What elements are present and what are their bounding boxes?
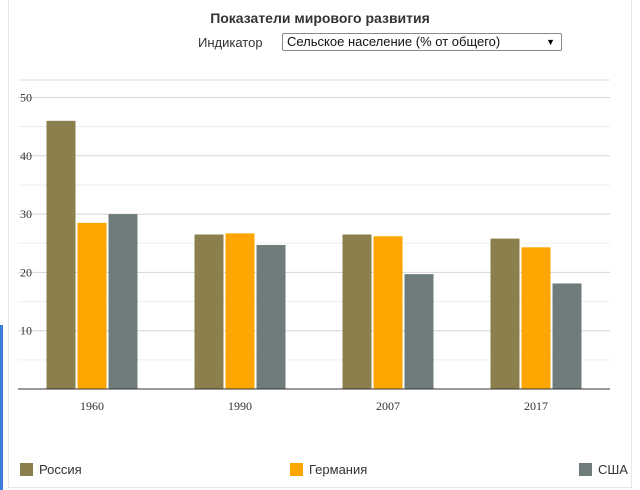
left-accent-bar: [0, 325, 3, 490]
indicator-label: Индикатор: [198, 35, 263, 50]
legend: Россия Германия США: [0, 462, 640, 482]
legend-swatch-germany: [290, 463, 303, 476]
bar-usa-1990[interactable]: [256, 244, 286, 389]
x-tick-label: 1990: [228, 399, 252, 413]
bar-usa-2007[interactable]: [404, 274, 434, 389]
y-tick-label: 50: [20, 90, 32, 104]
indicator-select[interactable]: Сельское население (% от общего) ▼: [282, 33, 562, 51]
legend-swatch-russia: [20, 463, 33, 476]
bar-usa-2017[interactable]: [552, 283, 582, 389]
legend-label-germany: Германия: [309, 462, 368, 477]
bar-russia-1990[interactable]: [194, 234, 224, 390]
legend-item-germany[interactable]: Германия: [290, 462, 367, 477]
bar-germany-2007[interactable]: [373, 236, 403, 389]
indicator-select-value: Сельское население (% от общего): [287, 34, 501, 49]
y-tick-label: 40: [20, 149, 32, 163]
legend-label-usa: США: [598, 462, 628, 477]
x-tick-label: 1960: [80, 399, 104, 413]
bar-usa-1960[interactable]: [108, 214, 138, 389]
x-tick-label: 2017: [524, 399, 548, 413]
legend-item-usa[interactable]: США: [579, 462, 628, 477]
bar-germany-1960[interactable]: [77, 222, 107, 389]
y-tick-label: 10: [20, 324, 32, 338]
indicator-row: Индикатор Сельское население (% от общег…: [0, 33, 640, 55]
y-tick-label: 30: [20, 207, 32, 221]
y-tick-label: 20: [20, 265, 32, 279]
bar-russia-1960[interactable]: [46, 120, 76, 390]
chart-frame: [8, 0, 632, 488]
bar-russia-2007[interactable]: [342, 234, 372, 390]
bar-germany-1990[interactable]: [225, 233, 255, 389]
legend-item-russia[interactable]: Россия: [20, 462, 82, 477]
legend-swatch-usa: [579, 463, 592, 476]
legend-label-russia: Россия: [39, 462, 82, 477]
chevron-down-icon[interactable]: ▼: [546, 37, 555, 47]
bar-germany-2017[interactable]: [521, 247, 551, 389]
bar-russia-2017[interactable]: [490, 238, 520, 389]
x-tick-label: 2007: [376, 399, 400, 413]
chart-title: Показатели мирового развития: [210, 10, 430, 26]
